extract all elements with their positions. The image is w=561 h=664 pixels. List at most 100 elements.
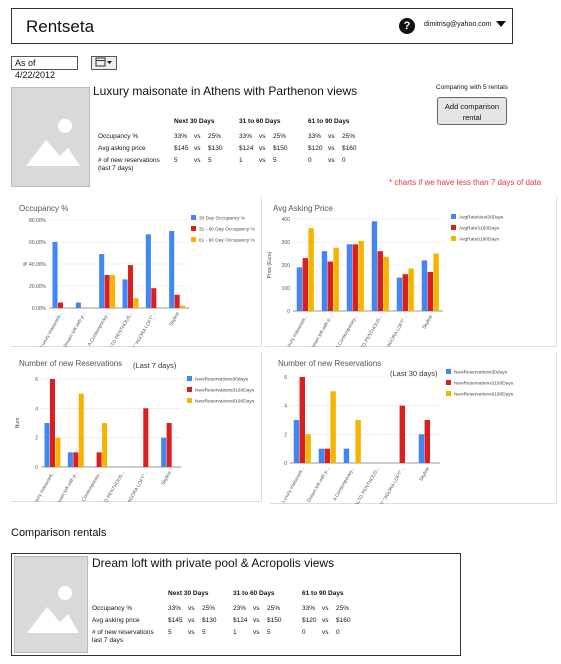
bar[interactable]	[418, 434, 425, 463]
y-tick-label: 0.00%	[32, 306, 47, 312]
legend-swatch	[187, 376, 192, 381]
chevron-down-icon[interactable]	[496, 21, 506, 27]
help-icon[interactable]: ?	[399, 18, 415, 34]
legend-label: 30 Day Occupancy %	[199, 216, 246, 222]
bar[interactable]	[49, 379, 55, 467]
bar[interactable]	[377, 251, 384, 311]
bar[interactable]	[321, 251, 328, 311]
bar[interactable]	[383, 256, 389, 311]
bar[interactable]	[399, 405, 406, 463]
bar[interactable]	[302, 258, 309, 311]
bar[interactable]	[161, 437, 167, 467]
bar[interactable]	[433, 253, 439, 312]
bar[interactable]	[355, 420, 361, 463]
bar[interactable]	[424, 420, 431, 463]
bar[interactable]	[346, 244, 353, 311]
stat-value: $124	[233, 617, 248, 624]
vs-label: vs	[328, 133, 335, 140]
bar[interactable]	[174, 294, 180, 308]
bar[interactable]	[166, 423, 172, 467]
bar[interactable]	[318, 448, 325, 463]
listing-title[interactable]: Luxury maisonate in Athens with Partheno…	[93, 84, 358, 98]
bar[interactable]	[324, 448, 331, 463]
stat-value: 0	[336, 629, 340, 636]
legend-swatch	[191, 226, 196, 231]
legend-label: NewReservations6190Days	[454, 392, 514, 398]
stat-value: $124	[239, 145, 254, 152]
period-header: 61 to 90 Days	[302, 590, 344, 597]
listing-stats-table: Next 30 Days 31 to 60 Days 61 to 90 Days Oc…	[98, 118, 418, 178]
bar[interactable]	[333, 247, 339, 311]
bar[interactable]	[127, 265, 133, 308]
vs-label: vs	[188, 629, 195, 636]
bar[interactable]	[396, 277, 403, 311]
x-tick-label: Luxury maisonett...	[39, 311, 64, 347]
bar[interactable]	[169, 231, 175, 308]
calendar-picker-button[interactable]	[91, 56, 117, 70]
stat-row-label: # of new reservations last 7 days	[92, 629, 154, 644]
bar[interactable]	[427, 271, 434, 311]
bar[interactable]	[305, 434, 311, 463]
y-axis-label: Num	[15, 418, 21, 429]
stat-value: $120	[308, 145, 323, 152]
bar[interactable]	[102, 423, 108, 467]
bar[interactable]	[96, 452, 102, 467]
vs-label: vs	[259, 157, 266, 164]
x-tick-label: Luxury maisonett...	[284, 314, 309, 347]
bar[interactable]	[143, 408, 149, 467]
bar[interactable]	[308, 228, 314, 311]
bar[interactable]	[44, 423, 50, 467]
bar[interactable]	[104, 275, 110, 308]
bar[interactable]	[78, 393, 84, 467]
bar[interactable]	[408, 268, 414, 311]
bar[interactable]	[145, 234, 151, 308]
x-tick-label: Skyline	[160, 470, 173, 487]
bar[interactable]	[151, 288, 157, 308]
stat-value: $150	[267, 617, 282, 624]
y-tick-label: 4	[284, 404, 287, 410]
bar[interactable]	[327, 261, 334, 311]
add-comparison-button[interactable]: Add comparison rental	[437, 97, 507, 125]
comparison-title[interactable]: Dream loft with private pool & Acropolis…	[92, 556, 335, 570]
stat-value: $145	[174, 145, 189, 152]
as-of-date-field[interactable]: As of 4/22/2012	[11, 56, 78, 80]
bar[interactable]	[122, 279, 128, 308]
bar[interactable]	[75, 302, 81, 309]
legend-label: NewReservations3160Days	[454, 381, 514, 387]
image-icon	[27, 586, 79, 633]
bar[interactable]	[180, 305, 186, 308]
bar[interactable]	[296, 267, 303, 311]
stat-row-label: # of new reservations (last 7 days)	[98, 157, 160, 172]
y-tick-label: 4	[35, 406, 38, 412]
bar[interactable]	[299, 377, 306, 463]
chart-title: Occupancy %	[19, 204, 68, 213]
bar[interactable]	[133, 298, 139, 308]
bar[interactable]	[352, 244, 359, 311]
legend-swatch	[187, 387, 192, 392]
bar[interactable]	[52, 242, 58, 308]
stat-value: 0	[302, 629, 306, 636]
legend-label: NewReservations3160Days	[195, 388, 255, 394]
user-email[interactable]: dimitrisg@yahoo.com	[424, 21, 492, 28]
bar[interactable]	[99, 254, 105, 308]
bar[interactable]	[421, 260, 428, 311]
period-header: 61 to 90 Days	[308, 118, 350, 125]
bar[interactable]	[330, 391, 336, 463]
bar[interactable]	[293, 420, 300, 463]
bar[interactable]	[371, 221, 378, 311]
comparing-count: Comparing with 5 rentals	[436, 84, 508, 91]
bar[interactable]	[57, 302, 63, 309]
bar[interactable]	[343, 448, 350, 463]
bar[interactable]	[110, 275, 116, 308]
stat-value: 25%	[202, 605, 216, 612]
bar[interactable]	[358, 240, 364, 311]
y-tick-label: 20.00%	[29, 284, 47, 290]
x-tick-label: A Contemporary...	[79, 470, 103, 502]
vs-label: vs	[253, 605, 260, 612]
y-tick-label: 0	[35, 465, 38, 471]
calendar-icon	[95, 57, 112, 67]
bar[interactable]	[67, 452, 73, 467]
bar[interactable]	[402, 274, 409, 311]
bar[interactable]	[73, 452, 79, 467]
bar[interactable]	[55, 437, 61, 467]
